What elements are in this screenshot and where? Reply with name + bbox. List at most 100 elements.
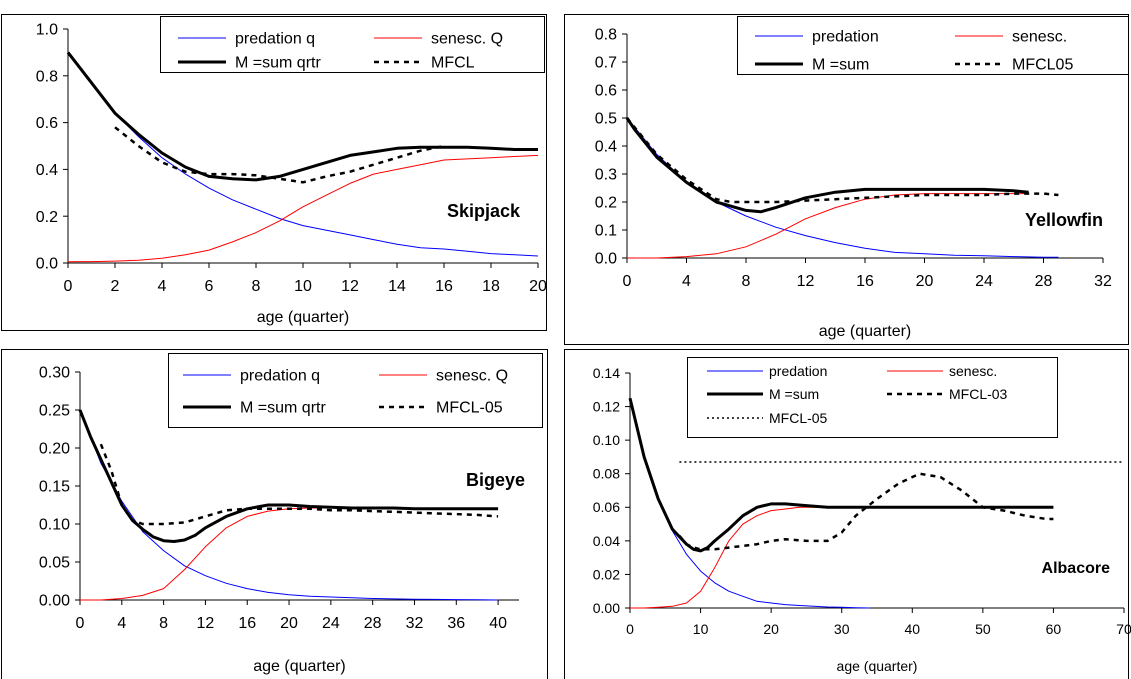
x-tick-label: 28 — [1035, 273, 1053, 290]
y-tick-label: 0.5 — [595, 111, 617, 128]
x-tick-label: 30 — [834, 621, 850, 637]
y-tick-label: 0.8 — [36, 68, 58, 85]
y-tick-label: 0.05 — [39, 555, 70, 572]
x-tick-label: 20 — [529, 278, 547, 295]
y-tick-label: 0.6 — [36, 115, 58, 132]
species-label: Yellowfin — [1025, 210, 1103, 230]
x-tick-label: 4 — [682, 273, 691, 290]
x-tick-label: 36 — [447, 615, 465, 632]
series-line-m-sum-qrtr — [66, 51, 538, 182]
y-tick-label: 0.20 — [39, 441, 70, 458]
x-tick-label: 40 — [489, 615, 507, 632]
x-tick-label: 0 — [76, 615, 85, 632]
y-tick-label: 0.00 — [593, 600, 620, 616]
series-line-predation-q — [79, 409, 499, 601]
series-line-m-sum — [625, 117, 1029, 214]
x-axis-label: age (quarter) — [253, 658, 346, 675]
legend-entry-label: senesc. Q — [436, 368, 508, 385]
y-tick-label: 0.8 — [595, 27, 617, 44]
y-tick-label: 0.4 — [36, 162, 58, 179]
y-tick-label: 0.10 — [39, 517, 70, 534]
x-tick-label: 32 — [406, 615, 424, 632]
series-line-senesc-q — [67, 154, 539, 263]
series-line-mfcl-05 — [99, 443, 499, 526]
y-tick-label: 0.2 — [36, 209, 58, 226]
y-tick-label: 0.0 — [595, 251, 617, 268]
x-tick-label: 20 — [280, 615, 298, 632]
x-tick-label: 14 — [388, 278, 406, 295]
x-axis-label: age (quarter) — [837, 658, 918, 674]
y-tick-label: 0.4 — [595, 139, 617, 156]
y-tick-label: 0.25 — [39, 403, 70, 420]
legend-entry-label: M =sum — [812, 57, 869, 74]
legend-entry-label: M =sum qrtr — [240, 400, 326, 417]
x-tick-label: 4 — [117, 615, 126, 632]
legend-entry-label: predation q — [235, 31, 315, 48]
x-tick-label: 16 — [856, 273, 874, 290]
x-tick-label: 20 — [916, 273, 934, 290]
series-line-mfcl — [114, 126, 445, 184]
y-tick-label: 0.3 — [595, 167, 617, 184]
legend-entry-label: MFCL-05 — [769, 410, 828, 426]
y-tick-label: 0.15 — [39, 479, 70, 496]
x-tick-label: 60 — [1046, 621, 1062, 637]
legend-entry-label: MFCL-03 — [949, 386, 1008, 402]
x-axis-label: age (quarter) — [257, 309, 350, 326]
y-tick-label: 0.12 — [593, 398, 620, 414]
chart-panel-skipjack: 0.0 0.2 0.4 0.6 0.8 1.0 0 2 4 6 8 10 12 14 16 18 20 age (… — [1, 14, 547, 331]
x-tick-label: 20 — [763, 621, 779, 637]
x-tick-label: 10 — [693, 621, 709, 637]
y-tick-label: 0.7 — [595, 55, 617, 72]
species-label: Skipjack — [447, 201, 521, 221]
x-tick-label: 4 — [158, 278, 167, 295]
x-tick-label: 12 — [797, 273, 815, 290]
species-label: Albacore — [1042, 560, 1111, 577]
series-line-mfcl05 — [626, 117, 1059, 204]
x-tick-label: 16 — [238, 615, 256, 632]
x-tick-label: 28 — [364, 615, 382, 632]
x-tick-label: 70 — [1116, 621, 1131, 637]
x-tick-label: 8 — [252, 278, 261, 295]
y-tick-label: 0.2 — [595, 195, 617, 212]
legend-entry-label: predation — [812, 29, 879, 46]
y-tick-label: 0.6 — [595, 83, 617, 100]
legend-entry-label: M =sum — [769, 386, 819, 402]
x-tick-label: 40 — [904, 621, 920, 637]
x-tick-label: 0 — [626, 621, 634, 637]
chart-panel-albacore: 0.00 0.02 0.04 0.06 0.08 0.10 0.12 0.14 0 10 20 30 4… — [564, 349, 1131, 679]
y-tick-label: 0.10 — [593, 432, 620, 448]
y-tick-label: 0.1 — [595, 223, 617, 240]
y-tick-label: 0.08 — [593, 466, 620, 482]
chart-panel-bigeye: 0.00 0.05 0.10 0.15 0.20 0.25 0.30 0 4 8 12 16 20 24 2… — [1, 349, 548, 679]
x-tick-label: 10 — [294, 278, 312, 295]
x-tick-label: 32 — [1094, 273, 1112, 290]
y-tick-label: 0.06 — [593, 499, 620, 515]
x-axis-label: age (quarter) — [819, 323, 912, 340]
legend-entry-label: senesc. Q — [431, 31, 503, 48]
x-tick-label: 0 — [64, 278, 73, 295]
y-tick-label: 0.04 — [593, 533, 620, 549]
x-tick-label: 8 — [159, 615, 168, 632]
y-tick-label: 0.0 — [36, 256, 58, 273]
series-line-mfcl-03 — [678, 472, 1054, 551]
y-tick-label: 0.00 — [39, 593, 70, 610]
legend-entry-label: senesc. — [949, 363, 997, 379]
y-tick-label: 1.0 — [36, 22, 58, 39]
legend-entry-label: MFCL — [431, 55, 475, 72]
y-tick-label: 0.14 — [593, 365, 620, 381]
x-tick-label: 16 — [435, 278, 453, 295]
y-tick-label: 0.02 — [593, 566, 620, 582]
x-tick-label: 12 — [197, 615, 215, 632]
legend-entry-label: MFCL05 — [1012, 57, 1073, 74]
x-tick-label: 24 — [975, 273, 993, 290]
x-tick-label: 6 — [205, 278, 214, 295]
legend-entry-label: senesc. — [1012, 29, 1067, 46]
x-tick-label: 50 — [975, 621, 991, 637]
x-tick-label: 18 — [482, 278, 500, 295]
x-tick-label: 12 — [341, 278, 359, 295]
x-tick-label: 0 — [623, 273, 632, 290]
legend — [168, 353, 543, 428]
legend-entry-label: predation q — [240, 368, 320, 385]
y-tick-label: 0.30 — [39, 365, 70, 382]
